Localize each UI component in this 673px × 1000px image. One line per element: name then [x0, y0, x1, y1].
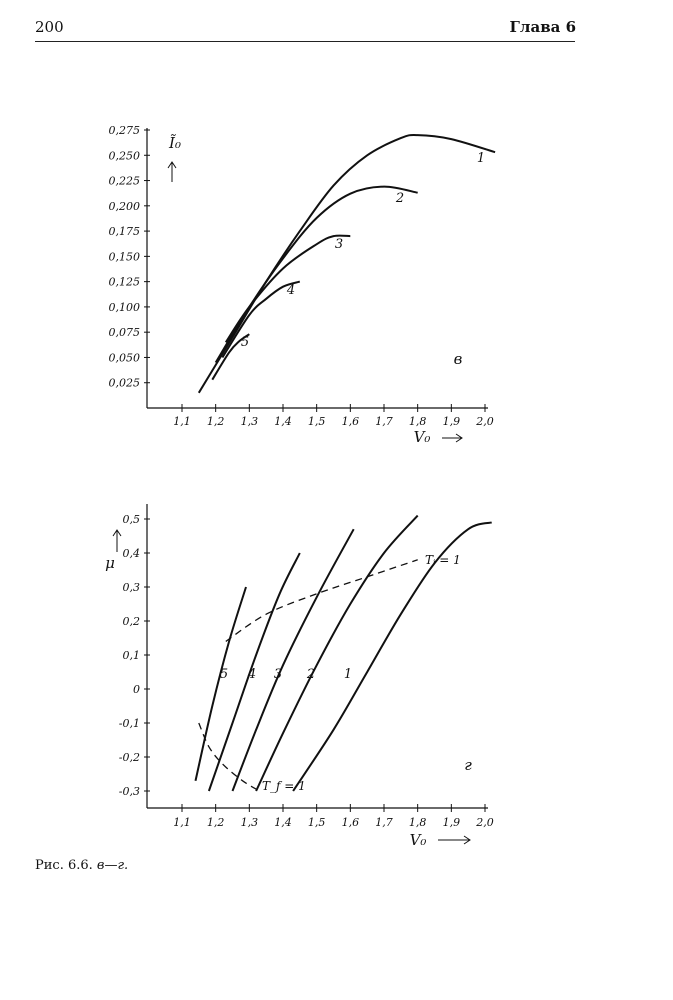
chart2-x-tick-label: 1,5 — [308, 816, 326, 829]
chart2-y-tick-label: -0,3 — [119, 785, 140, 798]
chart2-x-tick-label: 2,0 — [475, 816, 494, 829]
chart1-y-tick-label: 0,125 — [109, 276, 141, 289]
chart1-y-tick-label: 0,075 — [109, 326, 141, 339]
chart1-series-5-line — [211, 333, 250, 381]
chart1-x-tick-label: 1,7 — [375, 415, 393, 428]
chart1-y-axis-label: Ĩ₀ — [168, 134, 181, 152]
chart2-x-tick-label: 1,8 — [409, 816, 427, 829]
chart1-x-tick-label: 1,5 — [308, 415, 326, 428]
chart1-series-4-line — [221, 280, 301, 359]
chart2-x-tick-label: 1,4 — [274, 816, 292, 829]
page-number: 200 — [35, 18, 64, 36]
figure-caption: Рис. 6.6. в—г. — [35, 858, 128, 873]
chart1-panel-label: в — [454, 350, 463, 368]
chart2-series-2-line — [255, 514, 419, 792]
chart1-x-tick-label: 1,3 — [241, 415, 259, 428]
chart2-x-tick-label: 1,1 — [173, 816, 191, 829]
chart1-x-tick-label: 1,6 — [342, 415, 360, 428]
chart1-y-tick-label: 0,225 — [109, 175, 141, 188]
header-rule — [35, 41, 575, 42]
chart1-x-tick-label: 1,1 — [173, 415, 191, 428]
chart2-y-tick-label: 0,1 — [123, 649, 141, 662]
chart1-y-tick-label: 0,250 — [109, 149, 141, 162]
chart1-y-tick-label: 0,025 — [109, 377, 141, 390]
chart2-x-arrow-head — [463, 835, 471, 845]
chart1-x-tick-label: 1,9 — [443, 415, 461, 428]
chart2-dashed-series-2-line — [198, 722, 260, 792]
chart1-x-tick-label: 1,2 — [207, 415, 225, 428]
chart1-y-tick-label: 0,100 — [109, 301, 141, 314]
running-head: Глава 6 — [509, 18, 576, 36]
chart2-panel-label: г — [464, 756, 472, 774]
chart1-x-arrow-head — [455, 433, 463, 443]
chart2-series-4-label: 4 — [247, 667, 256, 682]
chart1-x-tick-label: 2,0 — [475, 415, 494, 428]
chart2-series-3-label: 3 — [274, 667, 282, 682]
chart1-x-tick-label: 1,8 — [409, 415, 427, 428]
chart1-series-4-label: 4 — [286, 283, 295, 298]
chart2-series-3-line — [231, 528, 355, 792]
chart1-series-3-line — [224, 234, 351, 343]
chart2-series-4-line — [207, 552, 301, 792]
chart2-series-2-label: 2 — [306, 667, 315, 682]
chart2-series-1-label: 1 — [344, 667, 352, 682]
chart2-y-tick-label: -0,2 — [119, 751, 140, 764]
chart2-series-5-label: 5 — [220, 667, 228, 682]
chart1-series-5-label: 5 — [241, 335, 249, 350]
chart1-y-tick-label: 0,150 — [109, 250, 141, 263]
chart2-y-tick-label: -0,1 — [119, 717, 140, 730]
chart2-x-tick-label: 1,9 — [443, 816, 461, 829]
chart2-x-tick-label: 1,3 — [241, 816, 259, 829]
chart2-y-tick-label: 0 — [133, 683, 140, 696]
chart1-x-tick-label: 1,4 — [274, 415, 292, 428]
chart2-x-tick-label: 1,6 — [342, 816, 360, 829]
chart2-x-tick-label: 1,7 — [375, 816, 393, 829]
chart1-series-1-line — [197, 134, 496, 394]
chart2-dashed-series-1-line — [225, 559, 418, 642]
caption-letters: в—г. — [96, 858, 129, 873]
chart2-x-tick-label: 1,2 — [207, 816, 225, 829]
chart2-y-tick-label: 0,5 — [123, 513, 141, 526]
chart1-series-1-label: 1 — [477, 151, 485, 166]
caption-prefix: Рис. 6.6. — [35, 858, 93, 873]
chart2-dashed-series-1-label: Tᵢ = 1 — [425, 553, 461, 567]
chart1-y-tick-label: 0,175 — [109, 225, 141, 238]
chart2-x-axis-label: V₀ — [410, 831, 427, 849]
chart1-series-3-label: 3 — [335, 237, 343, 252]
chart2-series-5-line — [194, 586, 247, 782]
chart1-y-arrow-head — [167, 161, 177, 169]
chart2-y-arrow-head — [112, 529, 122, 537]
chart1-y-tick-label: 0,200 — [109, 200, 141, 213]
chart1-y-tick-label: 0,275 — [109, 124, 141, 137]
chart2-y-tick-label: 0,3 — [123, 581, 141, 594]
chart1-x-axis-label: V₀ — [414, 428, 431, 446]
chart1-series-2-label: 2 — [395, 191, 404, 206]
chart2-y-axis-label: μ — [105, 554, 115, 572]
chart2-dashed-series-2-label: T_f = 1 — [262, 779, 306, 793]
chart1-y-tick-label: 0,050 — [109, 351, 141, 364]
chart2-series-1-line — [292, 521, 492, 792]
chart2-y-tick-label: 0,2 — [123, 615, 141, 628]
chart2-y-tick-label: 0,4 — [123, 547, 141, 560]
